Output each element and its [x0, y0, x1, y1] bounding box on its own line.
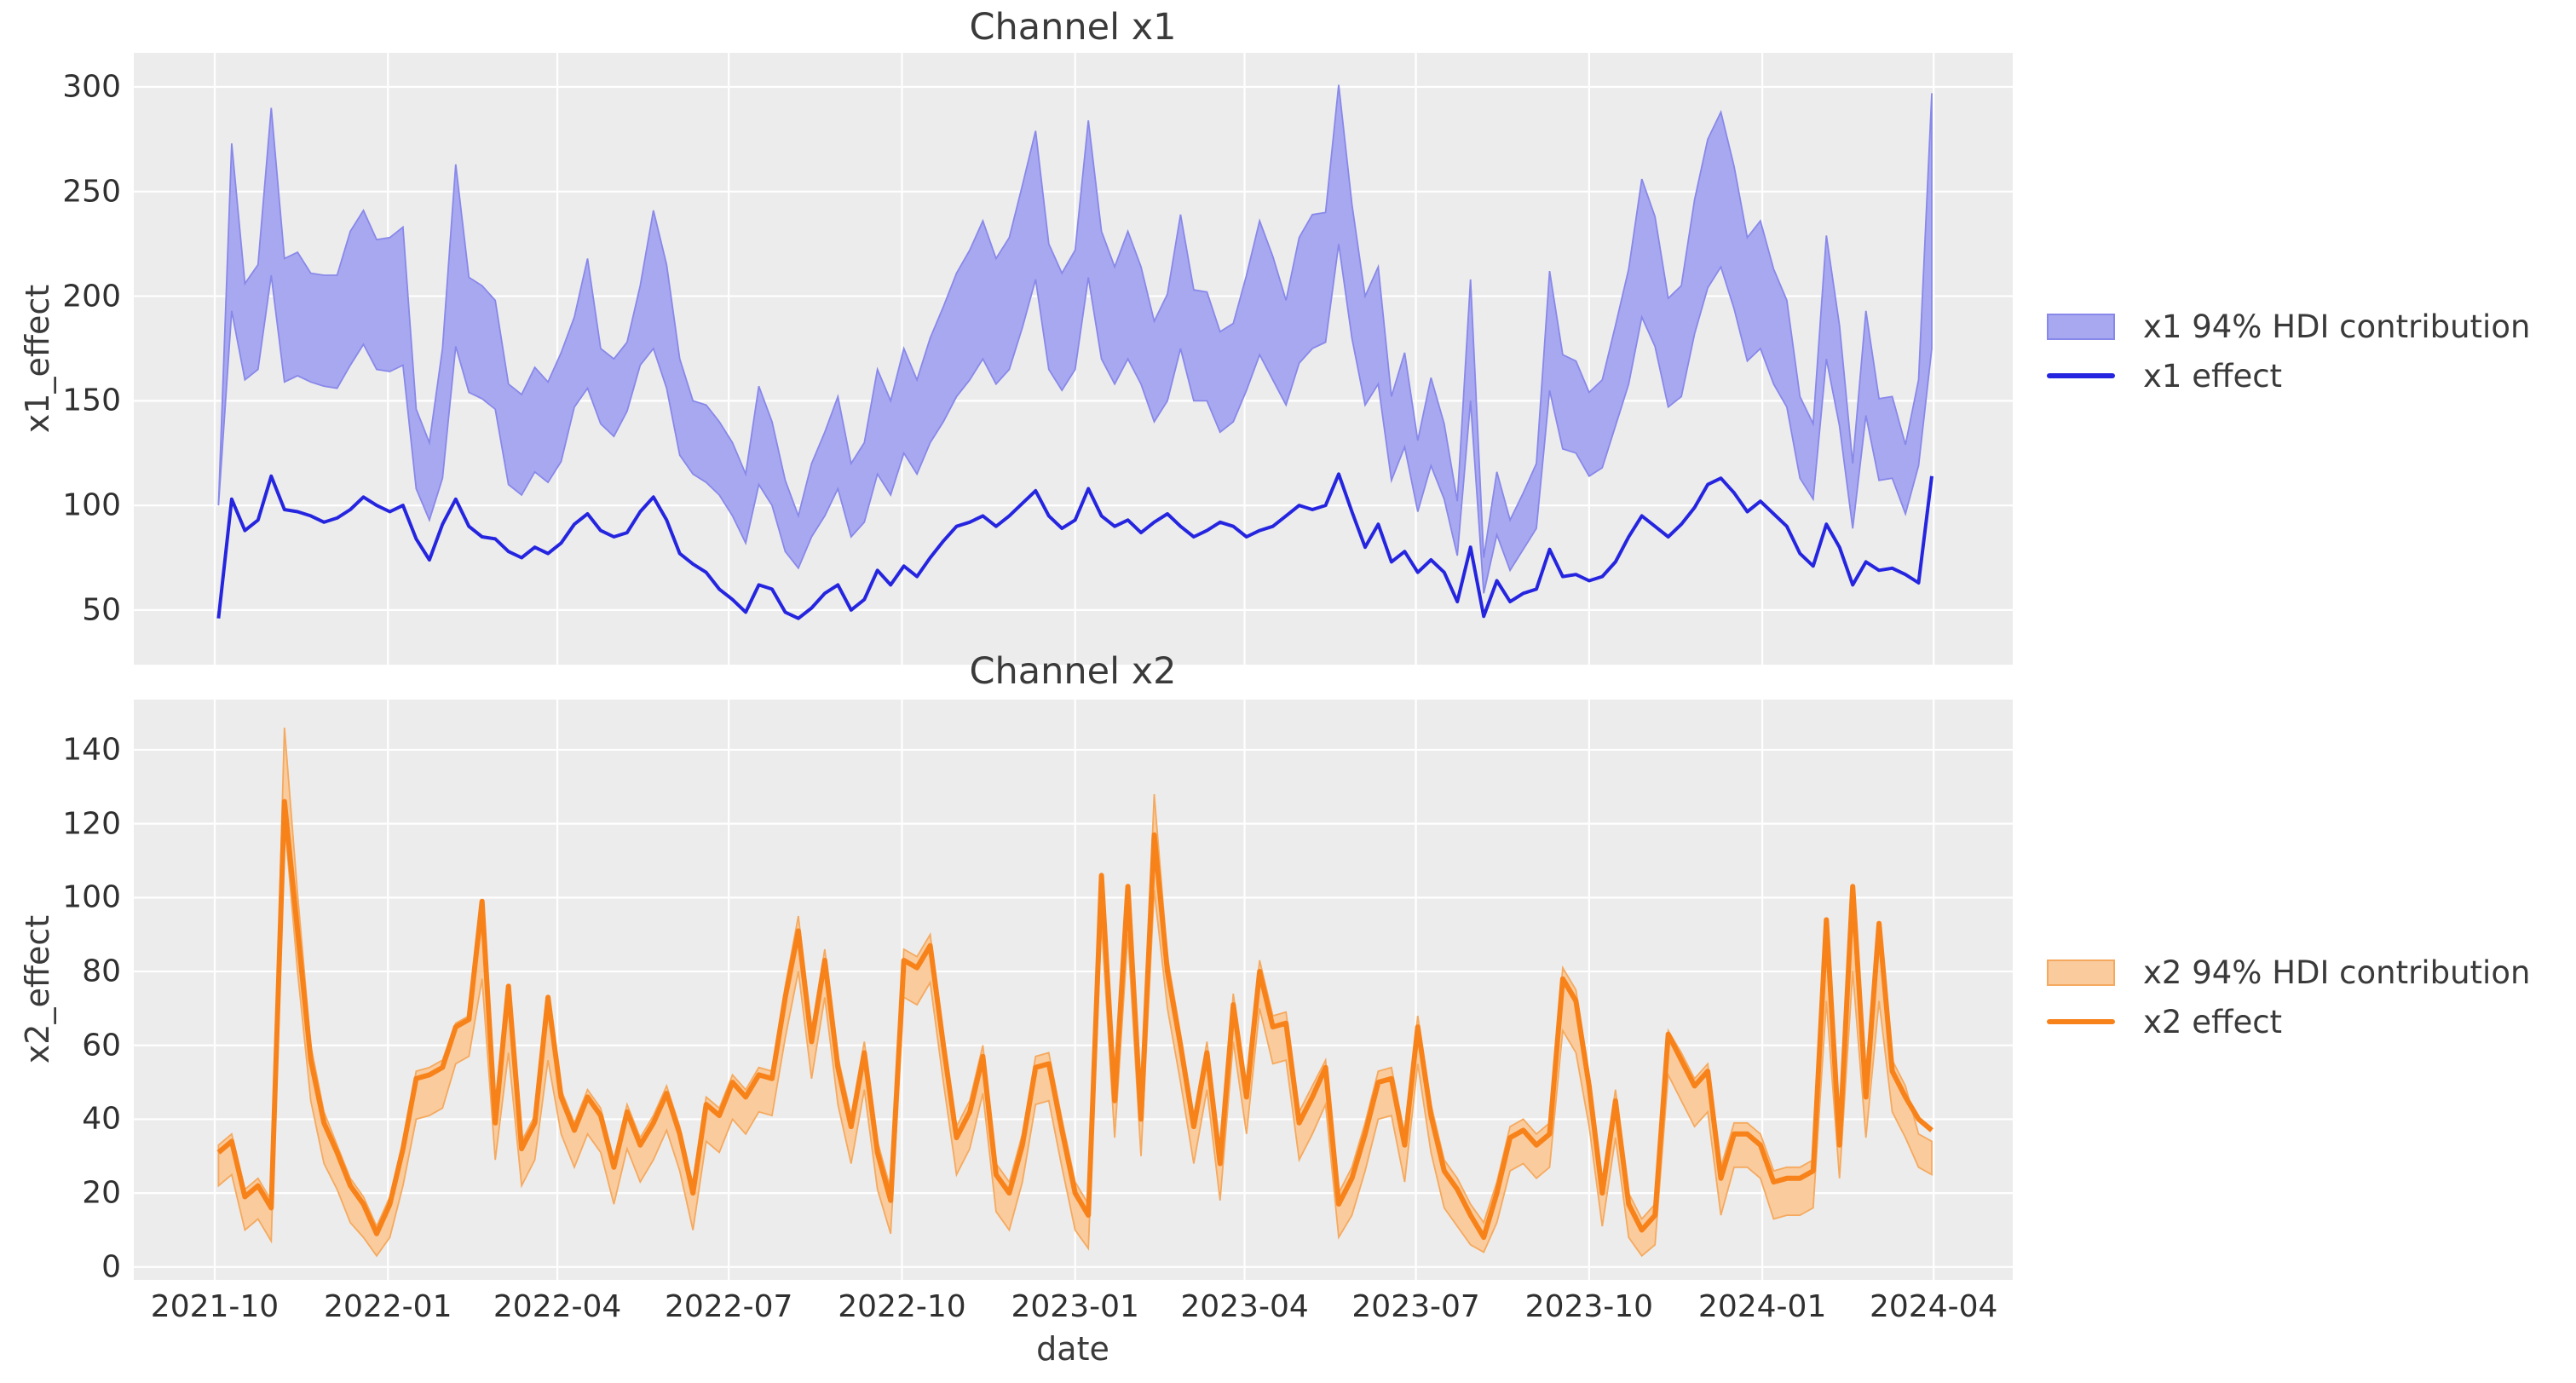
panel1-ytick: 200 — [62, 279, 121, 314]
x1-effect-line — [216, 472, 1933, 620]
x-axis-tick: 2024-04 — [1869, 1289, 1998, 1324]
panel2-legend-line-label: x2 effect — [2143, 1003, 2283, 1040]
x1-effect-line-swatch-icon — [2047, 373, 2115, 378]
x-axis-tick: 2023-04 — [1180, 1289, 1309, 1324]
panel1-ytick: 250 — [62, 174, 121, 210]
x-axis-label: date — [1036, 1330, 1109, 1368]
x2-effect-line-swatch-icon — [2047, 1019, 2115, 1024]
x-axis-tick: 2022-04 — [493, 1289, 622, 1324]
x-axis-tick: 2022-10 — [838, 1289, 966, 1324]
panel2-legend-line-entry: x2 effect — [2047, 1004, 2530, 1040]
panel1-legend-band-label: x1 94% HDI contribution — [2143, 308, 2531, 345]
panel2-ytick: 20 — [82, 1175, 121, 1211]
x-axis-tick: 2024-01 — [1697, 1289, 1827, 1324]
panel2-ytick: 40 — [82, 1101, 121, 1137]
x-axis-tick: 2021-10 — [150, 1289, 279, 1324]
x-axis-tick: 2023-07 — [1351, 1289, 1480, 1324]
x-axis-tick: 2022-01 — [324, 1289, 452, 1324]
panel1-legend-line-label: x1 effect — [2143, 357, 2283, 395]
panel2-legend-band-label: x2 94% HDI contribution — [2143, 954, 2531, 991]
panel2-ytick: 100 — [62, 879, 121, 915]
x2-effect-line — [216, 798, 1933, 1241]
panel2-legend: x2 94% HDI contribution x2 effect — [2047, 954, 2530, 1040]
x-axis-tick: 2023-10 — [1524, 1289, 1654, 1324]
panel2-ytick: 140 — [62, 732, 121, 768]
panel2-ytick: 120 — [62, 806, 121, 842]
panel1-ytick: 50 — [82, 592, 121, 628]
panel1-plot-area — [134, 53, 2013, 665]
x1-hdi-band — [217, 84, 1933, 594]
panel1-ytick: 100 — [62, 487, 121, 523]
panel2-legend-band-entry: x2 94% HDI contribution — [2047, 954, 2531, 991]
panel1-ytick: 300 — [62, 69, 121, 105]
panel2-title: Channel x2 — [969, 650, 1177, 693]
panel2-plot-area — [134, 700, 2013, 1280]
x-axis-tick: 2022-07 — [664, 1289, 793, 1324]
x2-hdi-band-swatch-icon — [2047, 959, 2115, 986]
panel1-legend: x1 94% HDI contribution x1 effect — [2047, 308, 2531, 395]
x-axis-tick: 2023-01 — [1011, 1289, 1139, 1324]
x1-hdi-band-swatch-icon — [2047, 313, 2115, 340]
panel1-ytick: 150 — [62, 383, 121, 418]
panel1-legend-line-entry: x1 effect — [2047, 357, 2530, 395]
panel1-title: Channel x1 — [969, 6, 1177, 49]
panel1-legend-band-entry: x1 94% HDI contribution — [2047, 308, 2531, 345]
panel2-ytick: 60 — [82, 1028, 121, 1063]
panel2-ytick: 80 — [82, 954, 121, 989]
panel2-ytick: 0 — [101, 1249, 121, 1285]
